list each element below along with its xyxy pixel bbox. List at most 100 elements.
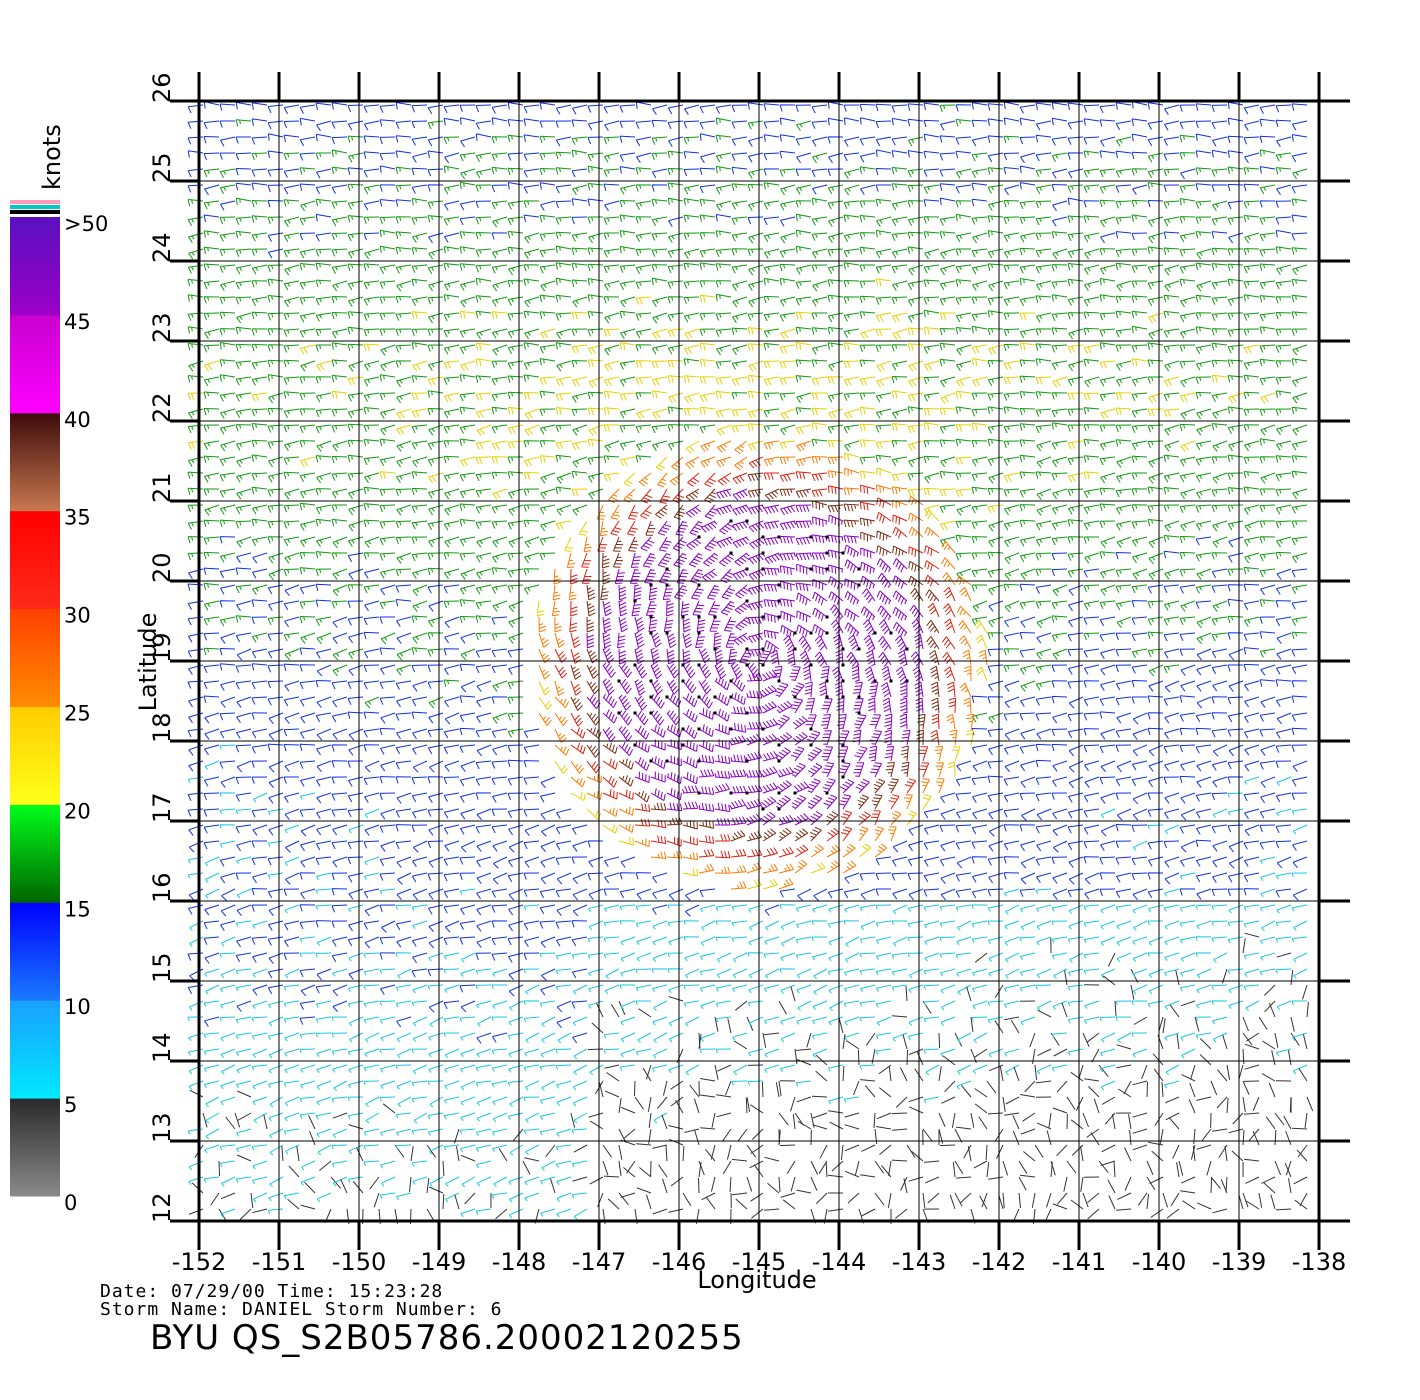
wind-barb xyxy=(187,343,204,351)
wind-barb xyxy=(555,200,572,209)
wind-barb xyxy=(1004,600,1020,613)
wind-barb xyxy=(1227,406,1244,414)
wind-barb xyxy=(1132,184,1148,195)
wind-barb xyxy=(715,360,732,369)
wind-barb xyxy=(875,264,892,274)
wind-barb xyxy=(799,650,812,668)
wind-barb xyxy=(1003,488,1020,497)
wind-barb xyxy=(699,199,716,207)
wind-barb xyxy=(1131,295,1148,303)
wind-barb xyxy=(1115,136,1132,147)
wind-barb xyxy=(859,103,876,112)
wind-barb xyxy=(1141,1064,1148,1080)
wind-barb xyxy=(734,600,750,615)
wind-barb xyxy=(887,1192,892,1208)
wind-barb xyxy=(714,647,724,665)
wind-barb xyxy=(827,184,844,195)
wind-barb xyxy=(541,824,556,837)
wind-barb xyxy=(395,776,412,784)
wind-barb xyxy=(651,376,668,386)
wind-barb xyxy=(892,526,908,539)
wind-barb xyxy=(875,440,892,450)
wind-barb xyxy=(892,888,908,900)
wind-barb xyxy=(763,536,780,546)
wind-barb xyxy=(586,664,599,679)
wind-barb xyxy=(764,640,780,654)
wind-barb xyxy=(1227,454,1244,463)
wind-barb xyxy=(763,984,780,993)
wind-barb xyxy=(1196,920,1212,930)
wind-barb xyxy=(444,152,460,164)
wind-barb xyxy=(1003,648,1020,656)
wind-barb xyxy=(1035,102,1052,110)
wind-barb xyxy=(331,552,348,560)
wind-barb xyxy=(379,1096,396,1102)
wind-barb xyxy=(1179,344,1196,352)
wind-barb xyxy=(864,1085,876,1098)
wind-barb xyxy=(699,342,716,351)
wind-barb xyxy=(610,504,620,520)
wind-barb xyxy=(731,120,748,129)
wind-barb xyxy=(1068,776,1084,789)
wind-barb xyxy=(603,248,620,258)
wind-barb xyxy=(205,1112,220,1124)
wind-barb xyxy=(730,865,747,874)
wind-barb xyxy=(792,1114,796,1130)
wind-barb xyxy=(859,1016,876,1022)
wind-barb xyxy=(700,936,716,947)
wind-barb xyxy=(891,232,908,242)
wind-barb xyxy=(331,680,348,690)
wind-barb xyxy=(555,520,572,530)
wind-barb xyxy=(1066,1160,1077,1174)
wind-barb xyxy=(1147,182,1164,190)
wind-barb xyxy=(1115,792,1132,800)
wind-barb xyxy=(444,696,460,708)
wind-barb xyxy=(828,1174,844,1178)
wind-barb xyxy=(822,762,835,778)
wind-barb xyxy=(668,1032,684,1043)
wind-barb xyxy=(730,881,747,890)
wind-barb xyxy=(1259,456,1276,464)
wind-barb xyxy=(1252,1131,1260,1146)
wind-barb xyxy=(1147,486,1164,494)
wind-barb xyxy=(875,248,892,259)
wind-barb xyxy=(603,136,620,145)
wind-barb xyxy=(875,1048,892,1055)
wind-barb xyxy=(428,888,444,900)
wind-barb xyxy=(299,680,316,690)
wind-barb xyxy=(315,680,332,688)
wind-barb xyxy=(1164,952,1180,961)
wind-barb xyxy=(1228,840,1244,853)
wind-barb xyxy=(1164,680,1180,693)
wind-barb xyxy=(252,920,268,929)
wind-barb xyxy=(235,615,252,623)
wind-barb xyxy=(220,904,236,917)
wind-barb xyxy=(396,376,412,388)
wind-barb xyxy=(955,213,972,222)
wind-barb xyxy=(1291,247,1308,255)
wind-barb xyxy=(684,328,700,340)
wind-barb xyxy=(618,710,633,726)
wind-barb xyxy=(284,488,300,500)
wind-barb xyxy=(952,1162,956,1178)
wind-barb xyxy=(1213,952,1228,963)
wind-barb xyxy=(1051,600,1068,610)
wind-barb xyxy=(620,856,636,868)
wind-barb xyxy=(1179,184,1196,194)
wind-barb xyxy=(347,232,364,242)
wind-barb xyxy=(235,968,252,975)
wind-barb xyxy=(747,600,764,611)
wind-barb xyxy=(1291,648,1308,657)
wind-barb xyxy=(1003,117,1020,125)
wind-barb xyxy=(957,1064,972,1075)
wind-barb xyxy=(619,230,636,238)
wind-barb xyxy=(203,424,220,432)
wind-barb xyxy=(235,360,252,370)
wind-barb xyxy=(1210,1177,1213,1194)
wind-barb xyxy=(459,1128,476,1135)
wind-barb xyxy=(923,216,940,224)
wind-barb xyxy=(682,772,698,785)
wind-barb xyxy=(204,856,220,867)
wind-barb xyxy=(443,472,460,483)
